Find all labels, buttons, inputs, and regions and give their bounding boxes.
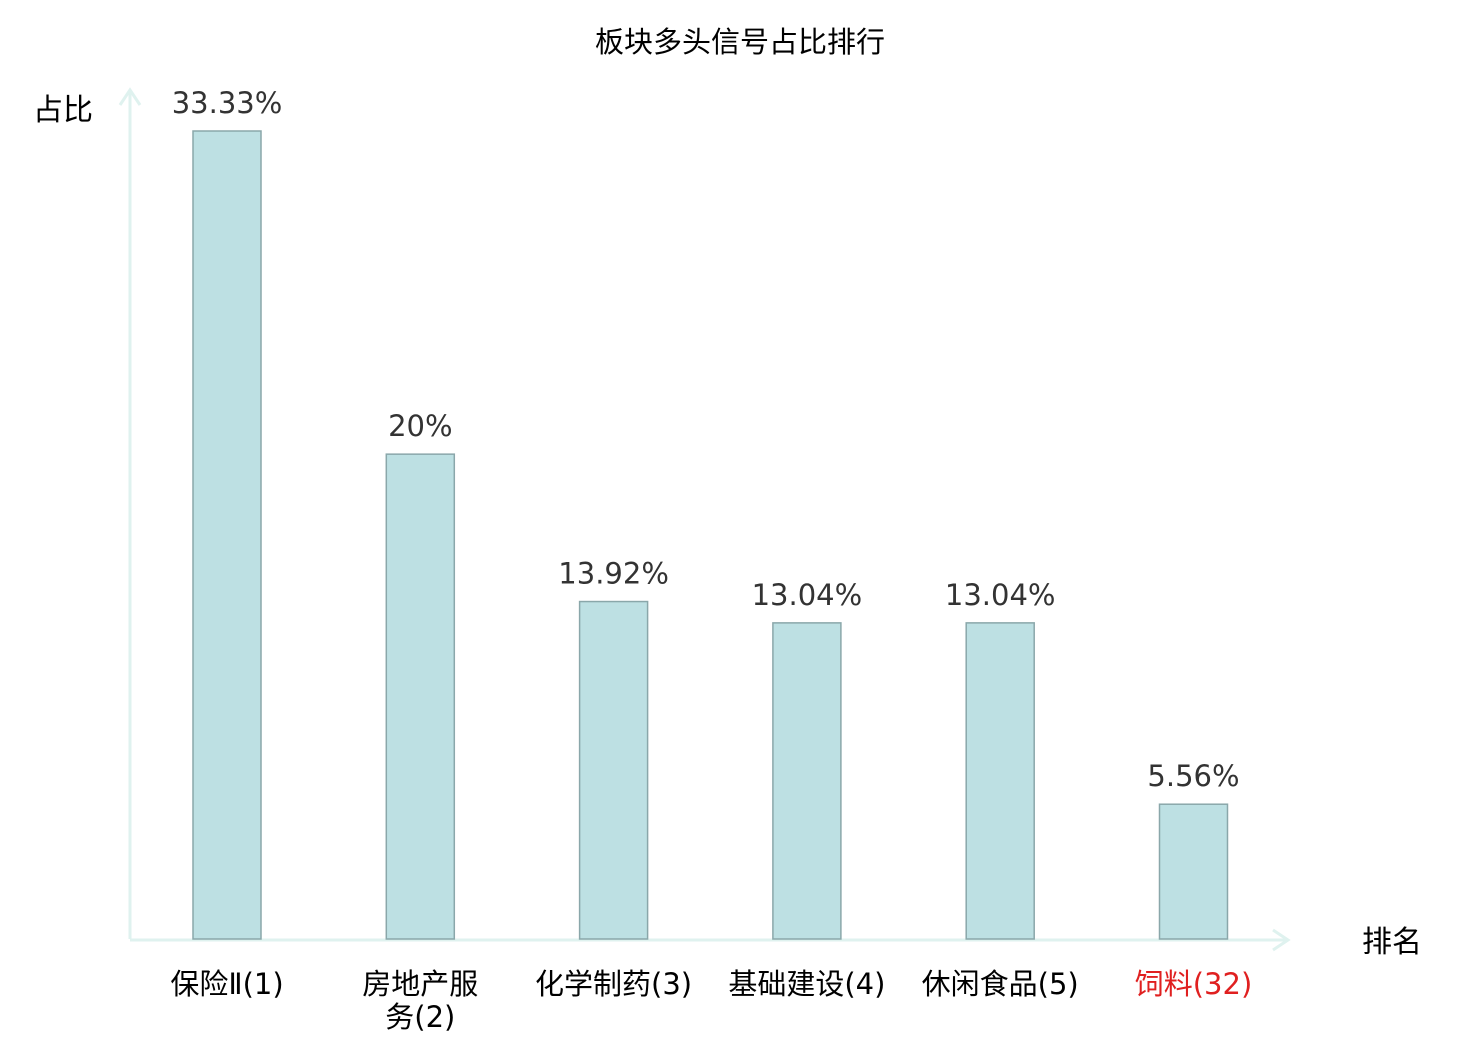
bar-value-label: 20%: [388, 409, 452, 443]
bar-value-label: 5.56%: [1147, 759, 1239, 793]
bar-value-label: 13.04%: [752, 578, 863, 612]
bar: [1158, 803, 1229, 940]
bar-value-label: 33.33%: [172, 86, 283, 120]
x-axis-arrow-icon: [1272, 928, 1291, 952]
x-tick-label: 饲料(32): [1135, 967, 1253, 1001]
x-tick-label: 务(2): [385, 1000, 455, 1034]
bar: [772, 622, 842, 940]
y-axis-arrow-icon: [118, 87, 142, 106]
x-tick-label: 房地产服: [362, 967, 478, 1001]
bar: [578, 600, 649, 940]
x-tick-label: 化学制药(3): [535, 967, 692, 1001]
chart-title: 板块多头信号占比排行: [595, 25, 885, 59]
y-axis-label: 占比: [33, 93, 93, 128]
bar-value-label: 13.04%: [945, 578, 1056, 612]
bar: [385, 453, 456, 940]
bar-value-label: 13.92%: [558, 557, 669, 591]
x-tick-label: 保险Ⅱ(1): [170, 967, 283, 1001]
x-axis-label: 排名: [1362, 925, 1422, 960]
x-tick-label: 基础建设(4): [728, 967, 885, 1001]
x-tick-label: 休闲食品(5): [922, 967, 1079, 1001]
bar: [192, 130, 262, 940]
bar: [965, 622, 1035, 940]
